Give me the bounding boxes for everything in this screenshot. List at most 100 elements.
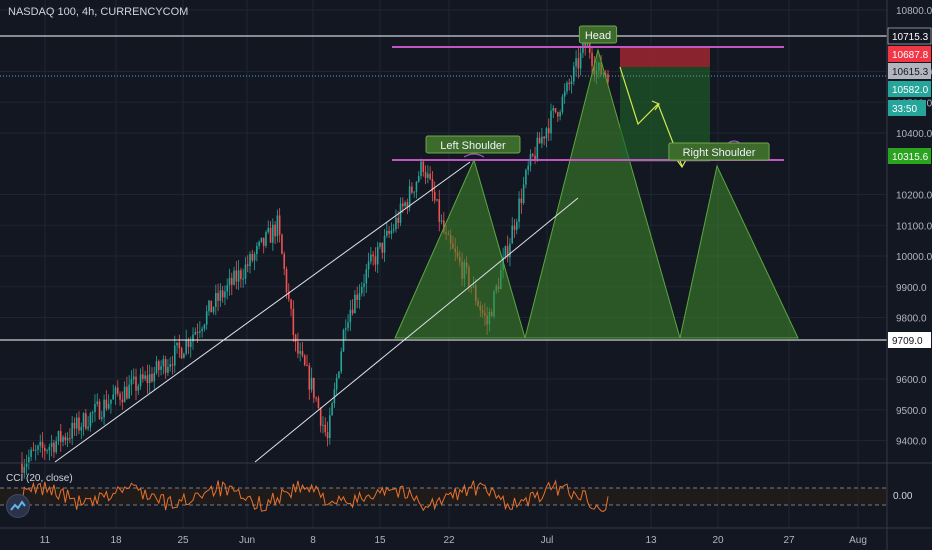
candle-body: [107, 403, 110, 409]
candle-body: [91, 412, 94, 414]
time-axis: 11 18 25 Jun 8 15 22 Jul 13 20 27 Aug: [40, 535, 867, 546]
candle-body: [504, 246, 507, 258]
horizontal-levels: [0, 35, 887, 341]
candle-body: [431, 178, 434, 192]
candle-body: [297, 341, 299, 354]
candle-body: [413, 191, 415, 193]
price-badge-bg: [888, 100, 926, 116]
candle-body: [506, 246, 509, 258]
candle-body: [132, 376, 135, 380]
candle-body: [137, 386, 140, 391]
candle-body: [607, 74, 609, 82]
candle-body: [383, 235, 386, 253]
price-badge-label: 9709.0: [892, 336, 923, 347]
candle-body: [233, 270, 235, 285]
candle-body: [39, 441, 42, 446]
candle-body: [176, 342, 178, 346]
candle-body: [287, 292, 290, 300]
candle-body: [158, 361, 160, 370]
candle-body: [427, 173, 429, 178]
candle-body: [354, 294, 356, 314]
candle-body: [167, 366, 169, 373]
candle-body: [185, 339, 187, 354]
candle-body: [515, 221, 518, 230]
candle-body: [440, 220, 443, 222]
candle-body: [37, 445, 39, 450]
candle-body: [260, 237, 263, 242]
candle-body: [347, 322, 349, 329]
price-tick-label: 9500.0: [896, 406, 927, 417]
price-badge-label: 10715.3: [892, 32, 929, 43]
candle-body: [105, 399, 108, 409]
candle-body: [153, 372, 156, 382]
candle-body: [388, 230, 390, 234]
candle-body: [543, 136, 545, 139]
candle-body: [563, 91, 566, 97]
left-shoulder-arc: [463, 153, 485, 158]
candle-body: [315, 397, 317, 399]
candle-body: [429, 173, 431, 179]
candle-body: [224, 291, 226, 298]
candle-body: [390, 230, 393, 234]
candle-body: [258, 241, 260, 246]
candle-body: [604, 73, 607, 75]
candle-body: [301, 351, 304, 356]
price-badge-bg: [888, 332, 931, 348]
candle-body: [406, 202, 409, 208]
candle-body: [265, 232, 267, 246]
candle-body: [335, 378, 338, 390]
time-tick-label: Jul: [541, 535, 554, 546]
candle-body: [28, 456, 30, 463]
candle-body: [130, 379, 133, 385]
candle-body: [94, 403, 96, 413]
candle-body: [561, 96, 564, 112]
candle-body: [34, 449, 37, 451]
head-label: Head: [578, 25, 618, 44]
price-badge-bg: [888, 63, 931, 79]
candle-body: [126, 386, 128, 399]
candle-body: [365, 269, 368, 284]
candle-body: [230, 277, 233, 285]
candle-body: [292, 308, 295, 335]
candle-body: [98, 401, 101, 420]
candle-body: [262, 237, 265, 246]
candle-body: [189, 341, 192, 347]
candle-body: [274, 224, 276, 237]
candle-body: [171, 364, 174, 366]
time-tick-label: Aug: [849, 535, 867, 546]
left-shoulder-label-box: [425, 135, 521, 154]
candle-body: [424, 171, 427, 178]
candle-body: [160, 366, 162, 370]
candle-body: [324, 424, 327, 433]
candle-body: [192, 334, 194, 342]
candle-body: [566, 82, 568, 92]
candle-body: [591, 52, 593, 67]
candle-body: [582, 43, 584, 53]
candle-body: [572, 66, 575, 82]
cci-zero-label: 0.00: [893, 491, 913, 502]
candle-body: [121, 399, 124, 403]
candle-body: [554, 107, 557, 113]
candle-body: [135, 376, 137, 391]
candle-body: [178, 342, 181, 349]
time-tick-label: 25: [177, 535, 189, 546]
candle-body: [577, 58, 580, 69]
candle-body: [522, 184, 525, 204]
candle-body: [210, 300, 213, 313]
candle-body: [57, 431, 60, 442]
candle-body: [194, 332, 197, 335]
candle-body: [397, 217, 400, 223]
candle-body: [82, 413, 85, 427]
candle-body: [48, 446, 51, 451]
candle-body: [30, 449, 32, 457]
candle-body: [351, 309, 354, 314]
candle-body: [303, 355, 306, 366]
price-tick-label: 10000.0: [896, 252, 932, 263]
candle-body: [552, 107, 555, 111]
time-tick-label: 20: [712, 535, 724, 546]
price-tick-label: 10200.0: [896, 191, 932, 202]
candle-body: [146, 375, 149, 384]
candle-body: [103, 399, 105, 418]
candle-body: [310, 377, 313, 390]
price-badge-bg: [887, 27, 932, 45]
